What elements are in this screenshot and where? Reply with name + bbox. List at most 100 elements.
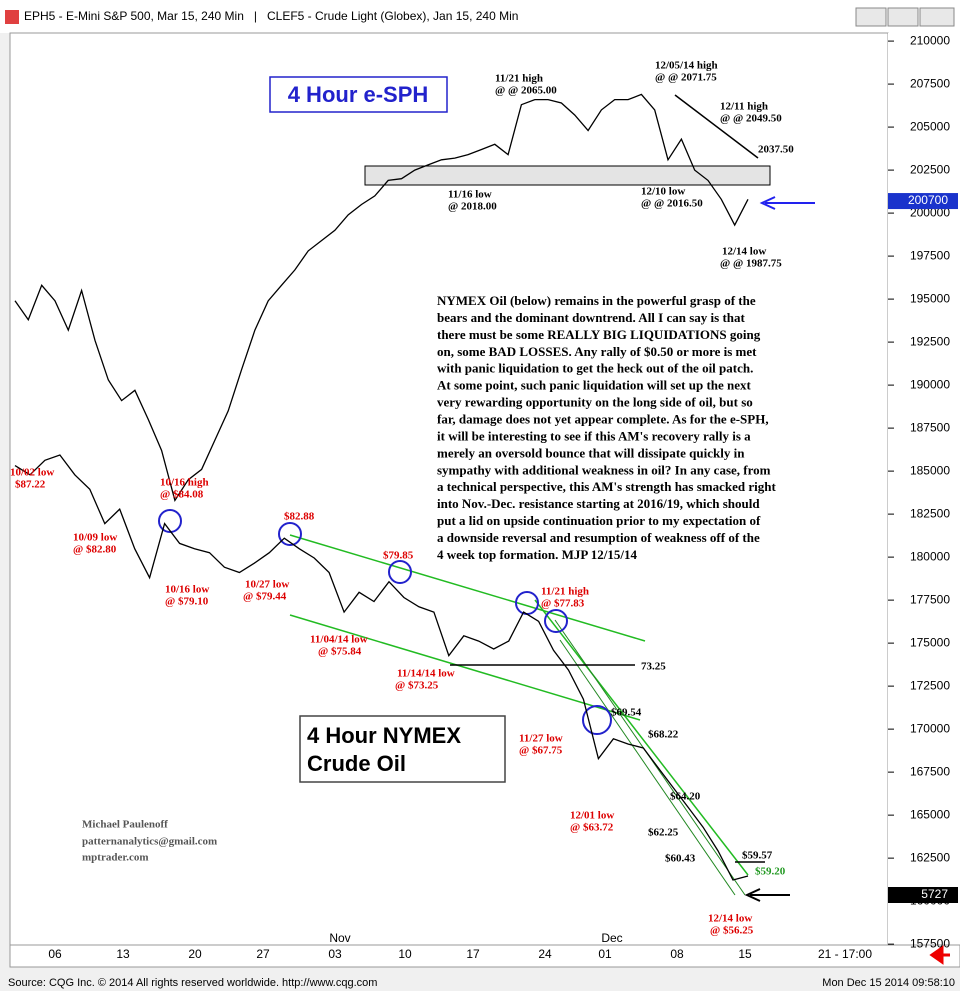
annotation: 11/04/14 low	[310, 634, 368, 646]
annotation: @ $79.10	[165, 596, 209, 608]
price-tag-label: 5727	[921, 887, 948, 901]
price-tag-label: 200700	[908, 193, 948, 207]
y-tick-label: 180000	[910, 549, 950, 563]
annotation: 2037.50	[758, 144, 794, 156]
annotation: 11/16 low	[448, 189, 492, 201]
annotation: @ $73.25	[395, 680, 439, 692]
x-tick-label: 17	[466, 947, 480, 961]
maximize-button[interactable]	[887, 7, 919, 27]
x-tick-label: 01	[598, 947, 612, 961]
annotation: 12/14 low	[722, 246, 766, 258]
commentary-line: NYMEX Oil (below) remains in the powerfu…	[437, 293, 756, 308]
x-tick-label: 27	[256, 947, 270, 961]
y-tick-label: 170000	[910, 721, 950, 735]
commentary-line: put a lid on upside continuation prior t…	[437, 513, 761, 528]
annotation: @ $77.83	[541, 598, 585, 610]
trend-line	[289, 534, 646, 642]
close-button[interactable]	[919, 7, 955, 27]
annotation: 12/05/14 high	[655, 60, 718, 72]
drawings	[158, 94, 950, 965]
annotation: 11/21 high	[495, 73, 543, 85]
highlight-circle	[582, 705, 612, 735]
annotation: 11/21 high	[541, 586, 589, 598]
label-box	[269, 76, 448, 113]
y-tick-label: 177500	[910, 592, 950, 606]
annotation: patternanalytics@gmail.com	[82, 836, 217, 848]
minimize-button[interactable]	[855, 7, 887, 27]
y-tick-label: 202500	[910, 162, 950, 176]
status-left: Source: CQG Inc. © 2014 All rights reser…	[8, 977, 377, 989]
app-icon	[5, 10, 19, 24]
commentary-line: merely an oversold bounce that will diss…	[437, 445, 745, 460]
annotation: @ $75.84	[318, 646, 362, 658]
y-tick-label: 207500	[910, 76, 950, 90]
arrow	[759, 196, 815, 210]
label-box	[299, 715, 506, 783]
y-tick-label: 157500	[910, 936, 950, 950]
price-line	[14, 93, 749, 502]
x-tick-label: 20	[188, 947, 202, 961]
commentary-line: a downside reversal and resumption of we…	[437, 530, 760, 545]
y-tick-label: 210000	[910, 33, 950, 47]
label: 4 Hour e-SPH	[288, 82, 429, 107]
trend-line	[534, 599, 749, 876]
annotation: $59.20	[755, 866, 786, 878]
annotation: 11/27 low	[519, 733, 563, 745]
annotation: 12/01 low	[570, 810, 614, 822]
y-tick-label: 197500	[910, 248, 950, 262]
annotation: @ @ 2016.50	[641, 198, 703, 210]
highlight-circle	[544, 609, 568, 633]
label: 4 Hour NYMEX	[307, 723, 461, 748]
annotation: @ @ 2071.75	[655, 72, 717, 84]
annotation: @ @ 2049.50	[720, 113, 782, 125]
x-tick-label: 03	[328, 947, 342, 961]
annotation: @ $63.72	[570, 822, 614, 834]
y-tick-label: 172500	[910, 678, 950, 692]
annotation: $79.85	[383, 550, 414, 562]
commentary-line: very rewarding opportunity on the long s…	[437, 395, 753, 410]
annotation: $62.25	[648, 827, 679, 839]
annotation: @ @ 2065.00	[495, 85, 557, 97]
y-tick-label: 162500	[910, 850, 950, 864]
commentary-line: bears and the dominant downtrend. All I …	[437, 310, 746, 325]
commentary-line: At some point, such panic liquidation wi…	[437, 378, 752, 393]
annotation: 10/16 low	[165, 584, 209, 596]
arrow	[744, 888, 790, 902]
annotation: 10/09 low	[73, 532, 117, 544]
annotation: 11/14/14 low	[397, 668, 455, 680]
commentary-line: far, damage does not yet appear complete…	[437, 411, 769, 426]
trend-line	[559, 639, 736, 896]
x-tick-label: 24	[538, 947, 552, 961]
annotation: $69.54	[611, 707, 642, 719]
annotation: @ $79.44	[243, 591, 287, 603]
x-tick-label: Dec	[601, 931, 622, 945]
price-line	[14, 454, 749, 881]
x-tick-label: Nov	[329, 931, 350, 945]
y-tick-label: 165000	[910, 807, 950, 821]
x-tick-label: 21 - 17:00	[818, 947, 872, 961]
annotation: @ $84.08	[160, 489, 204, 501]
annotation: $64.20	[670, 791, 701, 803]
y-tick-label: 167500	[910, 764, 950, 778]
x-tick-label: 08	[670, 947, 684, 961]
highlight-circle	[158, 509, 182, 533]
commentary-line: 4 week top formation. MJP 12/15/14	[437, 547, 638, 562]
commentary-line: with panic liquidation to get the heck o…	[437, 361, 753, 376]
annotation: $59.57	[742, 850, 773, 862]
commentary-line: there must be some REALLY BIG LIQUIDATIO…	[437, 327, 761, 342]
scroll-arrow[interactable]	[929, 945, 950, 965]
annotation: @ @ 1987.75	[720, 258, 782, 270]
x-tick-label: 15	[738, 947, 752, 961]
price-tag	[888, 193, 958, 210]
label: Crude Oil	[307, 751, 406, 776]
annotation: 12/14 low	[708, 913, 752, 925]
price-tag	[888, 887, 958, 903]
x-tick-label: 06	[48, 947, 62, 961]
y-tick-label: 175000	[910, 635, 950, 649]
y-tick-label: 192500	[910, 334, 950, 348]
annotation: Michael Paulenoff	[82, 819, 168, 831]
commentary-line: sympathy with additional weakness in oil…	[437, 462, 771, 477]
y-tick-label: 195000	[910, 291, 950, 305]
resistance-zone	[364, 165, 771, 186]
